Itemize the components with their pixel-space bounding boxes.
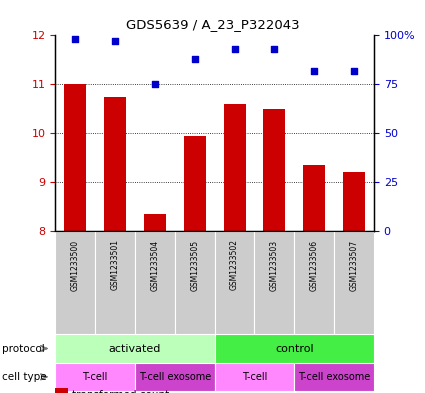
Text: T-cell exosome: T-cell exosome bbox=[298, 372, 370, 382]
Bar bbox=[95, 231, 135, 334]
Point bbox=[191, 56, 198, 62]
Bar bbox=[224, 104, 246, 231]
Bar bbox=[215, 231, 255, 334]
Bar bbox=[215, 334, 374, 363]
Bar bbox=[294, 363, 374, 391]
Bar bbox=[135, 231, 175, 334]
Text: GSM1233501: GSM1233501 bbox=[110, 239, 119, 290]
Text: GSM1233507: GSM1233507 bbox=[350, 239, 359, 290]
Point bbox=[271, 46, 278, 52]
Bar bbox=[303, 165, 325, 231]
Text: GSM1233500: GSM1233500 bbox=[71, 239, 79, 290]
Bar bbox=[175, 231, 215, 334]
Text: GDS5639 / A_23_P322043: GDS5639 / A_23_P322043 bbox=[126, 18, 299, 31]
Bar bbox=[55, 231, 95, 334]
Bar bbox=[255, 231, 294, 334]
Text: protocol: protocol bbox=[2, 343, 45, 354]
Bar bbox=[334, 231, 374, 334]
Bar bbox=[64, 84, 86, 231]
Bar bbox=[184, 136, 206, 231]
Text: GSM1233502: GSM1233502 bbox=[230, 239, 239, 290]
Text: T-cell exosome: T-cell exosome bbox=[139, 372, 211, 382]
Text: activated: activated bbox=[109, 343, 161, 354]
Point bbox=[351, 68, 357, 74]
Text: T-cell: T-cell bbox=[242, 372, 267, 382]
Bar bbox=[55, 363, 135, 391]
Point bbox=[112, 38, 119, 44]
Bar bbox=[294, 231, 334, 334]
Text: transformed count: transformed count bbox=[72, 390, 170, 393]
Bar bbox=[135, 363, 215, 391]
Bar bbox=[104, 97, 126, 231]
Text: T-cell: T-cell bbox=[82, 372, 108, 382]
Text: GSM1233504: GSM1233504 bbox=[150, 239, 159, 290]
Text: GSM1233503: GSM1233503 bbox=[270, 239, 279, 290]
Bar bbox=[264, 109, 285, 231]
Point bbox=[72, 36, 79, 42]
Text: cell type: cell type bbox=[2, 372, 47, 382]
Point bbox=[151, 81, 158, 88]
Bar bbox=[215, 363, 294, 391]
Point bbox=[311, 68, 317, 74]
Text: GSM1233505: GSM1233505 bbox=[190, 239, 199, 290]
Bar bbox=[343, 173, 365, 231]
Text: GSM1233506: GSM1233506 bbox=[310, 239, 319, 290]
Bar bbox=[144, 214, 166, 231]
Point bbox=[231, 46, 238, 52]
Bar bbox=[55, 334, 215, 363]
Text: control: control bbox=[275, 343, 314, 354]
